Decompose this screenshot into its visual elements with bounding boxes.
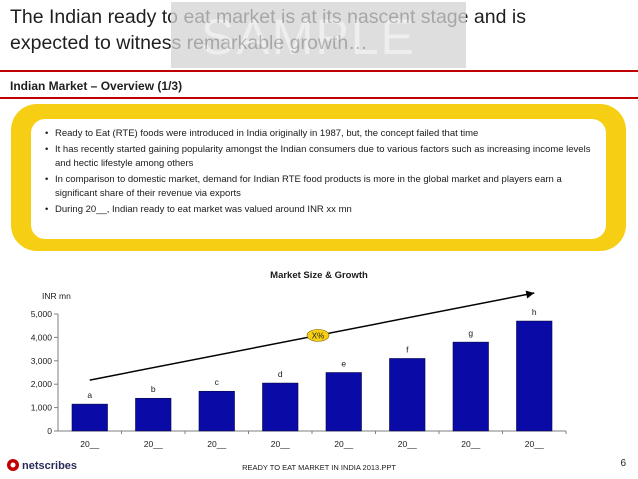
chart-title: Market Size & Growth	[270, 270, 368, 281]
x-tick-label: 20__	[80, 439, 99, 449]
bullet-text: In comparison to domestic market, demand…	[55, 173, 562, 200]
x-tick-label: 20__	[334, 439, 353, 449]
x-tick-label: 20__	[461, 439, 480, 449]
overview-bullet-list: • Ready to Eat (RTE) foods were introduce…	[45, 127, 600, 218]
bar-data-label: h	[532, 307, 537, 317]
sample-watermark: SAMPLE	[171, 2, 466, 68]
bullet-text: Ready to Eat (RTE) foods were introduced…	[55, 128, 479, 139]
x-tick-label: 20__	[525, 439, 544, 449]
x-tick-label: 20__	[271, 439, 290, 449]
bar	[325, 372, 362, 432]
bullet-marker: •	[45, 128, 49, 139]
overview-bullet: • It has recently started gaining popular…	[45, 143, 600, 172]
footer-file-name: READY TO EAT MARKET IN INDIA 2013.PPT	[242, 463, 396, 472]
bar-data-label: f	[406, 344, 409, 354]
bar-data-label: e	[341, 359, 346, 369]
bar	[135, 397, 172, 432]
logo-text: netscribes	[22, 460, 77, 472]
bullet-marker: •	[45, 203, 49, 215]
overview-callout	[31, 119, 606, 239]
section-subtitle: Indian Market – Overview (1/3)	[10, 79, 183, 93]
bullet-text: During 20__, Indian ready to eat market …	[55, 203, 352, 215]
bar-data-label: c	[215, 377, 220, 387]
netscribes-logo: netscribes	[7, 459, 77, 472]
growth-rate-label: X%	[312, 331, 324, 340]
bar-data-label: d	[278, 369, 283, 379]
bar-data-label: b	[151, 384, 156, 394]
y-tick-label: 0	[47, 426, 52, 436]
bar	[452, 341, 489, 432]
y-tick-label: 1,000	[31, 403, 53, 413]
y-tick-label: 2,000	[31, 379, 53, 389]
bar	[262, 382, 299, 432]
watermark-text: SAMPLE	[201, 9, 416, 65]
bullet-marker: •	[45, 143, 49, 155]
x-tick-label: 20__	[144, 439, 163, 449]
overview-bullet: • Ready to Eat (RTE) foods were introduce…	[45, 127, 600, 142]
subtitle-divider	[0, 97, 638, 99]
y-tick-label: 5,000	[31, 309, 53, 319]
x-tick-label: 20__	[207, 439, 226, 449]
bar	[389, 358, 426, 432]
y-tick-label: 3,000	[31, 356, 53, 366]
bullet-marker: •	[45, 173, 49, 185]
y-tick-label: 4,000	[31, 332, 53, 342]
bar	[198, 390, 235, 432]
bar	[71, 403, 108, 432]
overview-bullet: • During 20__, Indian ready to eat market…	[45, 203, 600, 218]
growth-arrowhead	[525, 290, 535, 299]
y-axis-label: INR mn	[42, 291, 71, 301]
bar-data-label: g	[468, 328, 473, 338]
bar-data-label: a	[87, 390, 92, 400]
title-divider	[0, 70, 638, 72]
overview-bullet: • In comparison to domestic market, deman…	[45, 173, 600, 202]
bar	[516, 320, 553, 432]
bullet-text: It has recently started gaining populari…	[55, 143, 591, 170]
x-tick-label: 20__	[398, 439, 417, 449]
growth-badge	[306, 329, 330, 342]
page-number: 6	[620, 458, 626, 469]
